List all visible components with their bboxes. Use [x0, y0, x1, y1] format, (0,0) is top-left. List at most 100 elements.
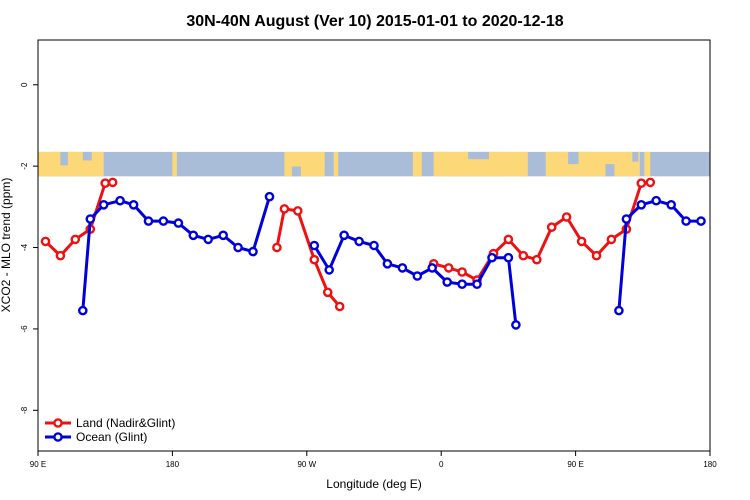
map-land: [172, 151, 177, 177]
y-tick-label: 0: [20, 82, 29, 87]
legend-label: Land (Nadir&Glint): [76, 416, 175, 430]
map-land: [509, 151, 516, 177]
data-point: [696, 216, 706, 226]
data-point: [309, 240, 320, 251]
x-tick-label: 180: [703, 460, 717, 469]
map-land: [333, 151, 339, 177]
data-point: [55, 250, 66, 261]
series-layer: [40, 177, 706, 330]
map-land: [644, 151, 651, 177]
x-tick-label: 90 W: [297, 460, 316, 469]
data-point: [666, 199, 677, 210]
data-point: [457, 279, 467, 290]
data-point: [107, 177, 118, 188]
x-tick-label: 0: [439, 460, 444, 469]
data-point: [681, 216, 691, 226]
map-ocean-inlet: [291, 166, 301, 177]
data-point: [40, 236, 51, 247]
legend-marker: [53, 432, 63, 442]
data-point: [100, 178, 110, 188]
data-point: [645, 177, 656, 188]
data-point: [614, 305, 624, 316]
x-tick-label: 90 E: [30, 460, 46, 469]
data-point: [272, 242, 282, 253]
data-point: [412, 271, 423, 281]
data-point: [561, 212, 572, 222]
data-point: [503, 234, 514, 245]
data-point: [651, 195, 662, 206]
map-land: [284, 151, 325, 177]
data-point: [279, 204, 290, 214]
data-point: [128, 199, 139, 210]
data-point: [188, 230, 199, 241]
data-point: [636, 199, 647, 210]
plot-frame: [37, 39, 711, 452]
y-tick-label: -2: [20, 162, 29, 170]
x-tick-label: 180: [166, 460, 180, 469]
data-point: [518, 250, 529, 261]
y-tick-label: -8: [20, 406, 29, 414]
data-point: [322, 287, 333, 298]
data-point: [503, 252, 514, 263]
data-point: [369, 240, 379, 251]
data-point: [334, 301, 345, 312]
legend-marker: [53, 418, 63, 428]
data-point: [354, 236, 364, 247]
data-point: [143, 216, 154, 226]
map-ocean-inlet: [82, 151, 92, 161]
y-tick-label: -4: [20, 243, 29, 251]
data-point: [309, 254, 320, 265]
x-axis: 90 E 180 90 W 0 90 E 180: [30, 451, 717, 469]
map-land: [38, 151, 104, 177]
data-point: [233, 242, 243, 253]
data-point: [636, 178, 647, 188]
map-ocean-inlet: [605, 164, 615, 177]
data-point: [339, 230, 349, 241]
data-point: [78, 305, 88, 316]
data-point: [203, 234, 213, 245]
map-land: [412, 151, 422, 177]
data-point: [158, 216, 169, 226]
data-point: [591, 250, 602, 261]
data-point: [324, 265, 335, 275]
series-line: [433, 180, 651, 282]
series-ocean: [78, 191, 706, 330]
y-tick-label: -6: [20, 325, 29, 333]
map-ocean-inlet: [568, 151, 579, 165]
map-ocean-inlet: [632, 151, 639, 162]
x-axis-label: Longitude (deg E): [326, 477, 421, 491]
data-point: [115, 195, 125, 206]
map-ocean-inlet: [468, 151, 489, 160]
data-point: [218, 230, 228, 241]
y-axis-label: XCO2 - MLO trend (ppm): [0, 178, 13, 313]
chart-title: 30N-40N August (Ver 10) 2015-01-01 to 20…: [186, 13, 563, 30]
data-point: [382, 258, 393, 269]
data-point: [397, 263, 408, 273]
data-point: [532, 254, 542, 265]
data-point: [472, 279, 482, 290]
data-point: [173, 218, 184, 228]
data-point: [248, 246, 258, 257]
data-point: [98, 199, 109, 210]
data-point: [576, 236, 587, 247]
data-point: [264, 191, 275, 202]
y-axis: 0 -2 -4 -6 -8: [20, 82, 38, 414]
legend-label: Ocean (Glint): [76, 430, 147, 444]
data-point: [292, 206, 303, 216]
world-map-band: [38, 151, 710, 177]
data-point: [457, 267, 467, 277]
map-ocean-inlet: [60, 151, 68, 166]
data-point: [511, 320, 521, 330]
data-point: [546, 222, 557, 232]
data-point: [621, 214, 632, 224]
x-tick-label: 90 E: [567, 460, 583, 469]
data-point: [487, 252, 497, 263]
data-point: [442, 277, 453, 287]
data-point: [443, 263, 454, 273]
data-point: [85, 214, 96, 224]
data-point: [70, 234, 81, 245]
data-point: [606, 234, 617, 245]
legend: Land (Nadir&Glint)Ocean (Glint): [45, 416, 175, 444]
map-land: [545, 151, 640, 177]
